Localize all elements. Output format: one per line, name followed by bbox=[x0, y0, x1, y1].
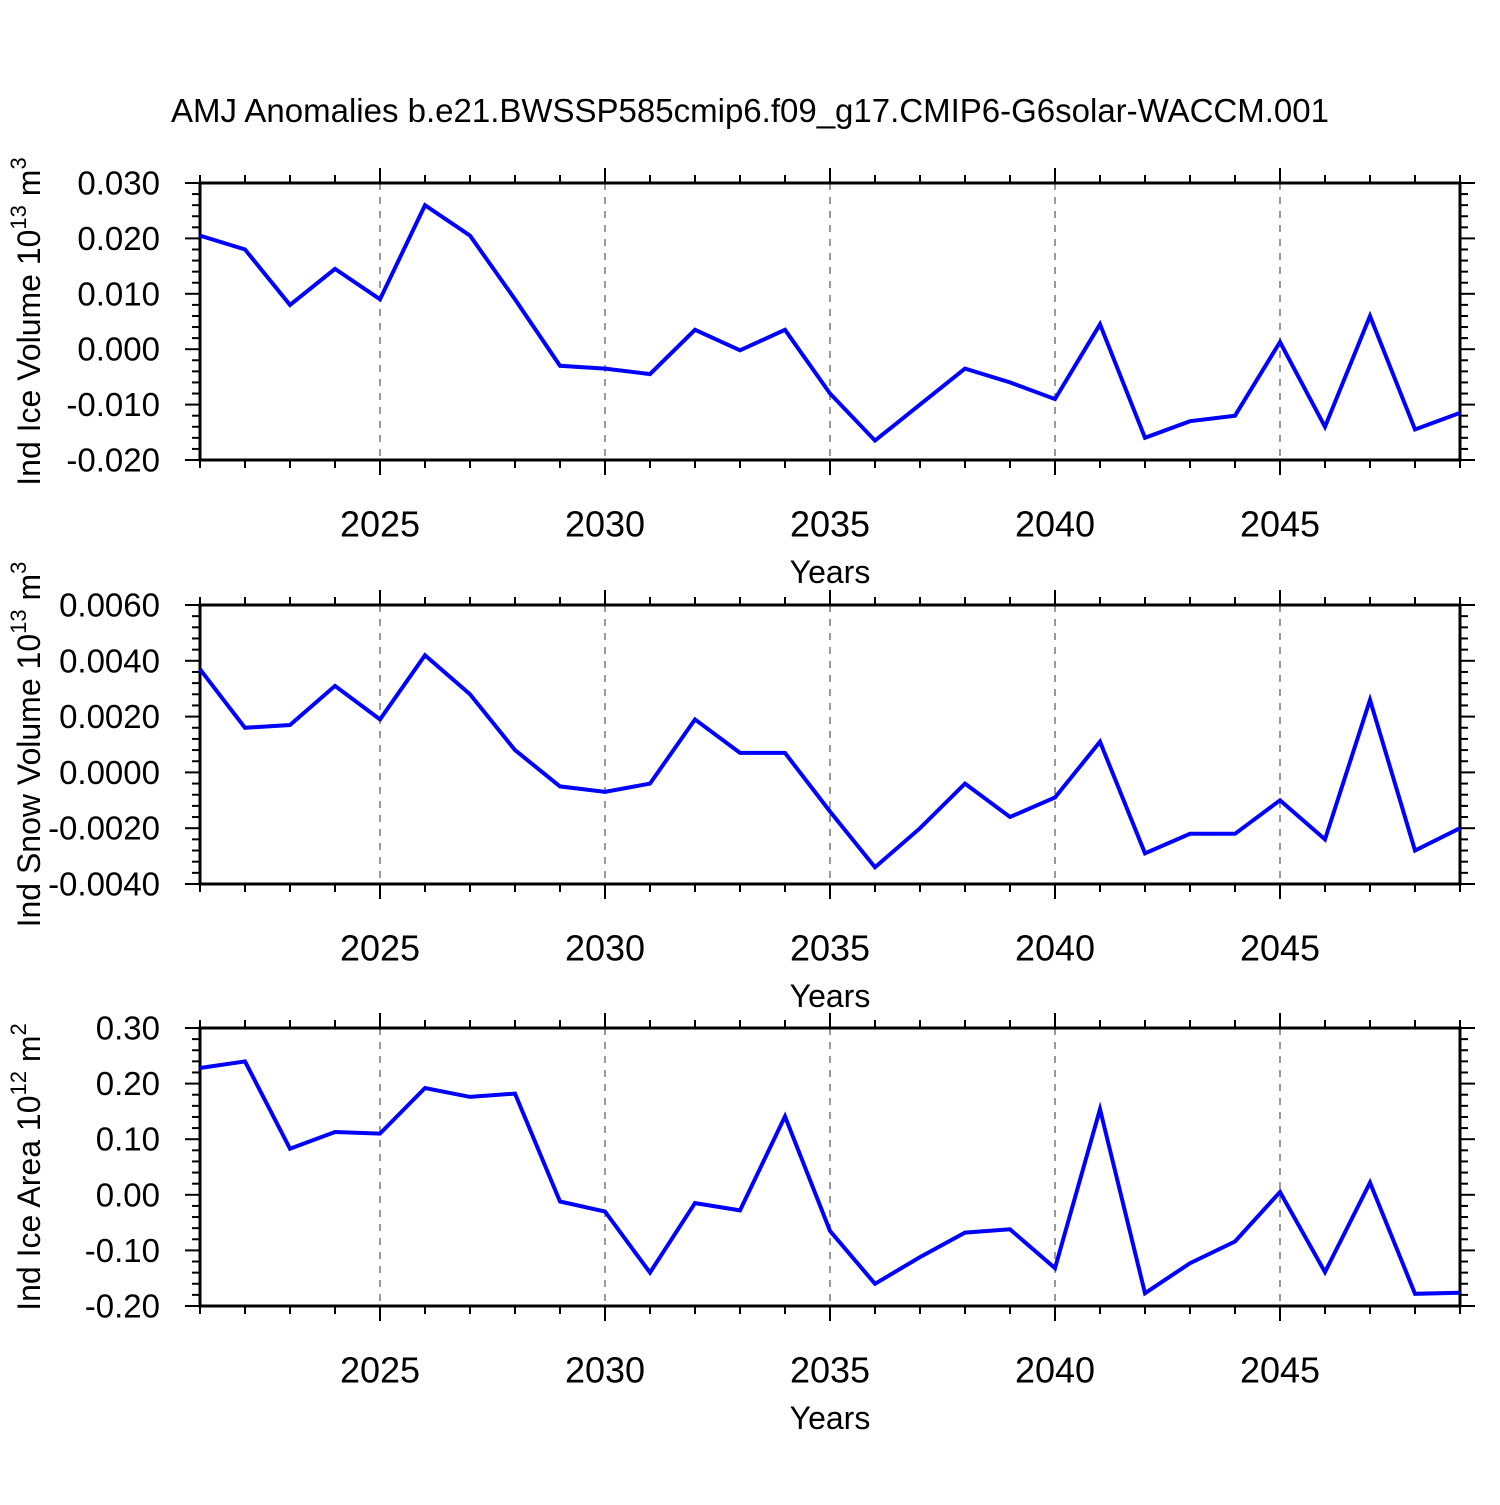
y-axis-title: Ind Ice Area 1012 m2 bbox=[6, 1023, 47, 1311]
y-tick-label: 0.010 bbox=[77, 275, 160, 312]
y-tick-label: 0.0000 bbox=[59, 754, 160, 791]
x-tick-label: 2035 bbox=[790, 928, 870, 969]
x-tick-label: 2035 bbox=[790, 1350, 870, 1391]
y-tick-label: 0.30 bbox=[96, 1010, 160, 1047]
y-tick-label: -0.0040 bbox=[48, 866, 160, 903]
data-line-ice-volume bbox=[199, 202, 1461, 444]
x-tick-label: 2030 bbox=[565, 1350, 645, 1391]
panel-frame bbox=[198, 1026, 1462, 1308]
x-tick-label: 2025 bbox=[340, 504, 420, 545]
x-tick-label: 2045 bbox=[1240, 504, 1320, 545]
panel-frame bbox=[198, 181, 1462, 462]
y-tick-label: -0.020 bbox=[66, 442, 160, 479]
x-tick-label: 2030 bbox=[565, 928, 645, 969]
x-axis-title: Years bbox=[790, 554, 871, 590]
y-tick-label: 0.00 bbox=[96, 1176, 160, 1213]
panel-frame bbox=[198, 603, 1462, 886]
x-tick-label: 2030 bbox=[565, 504, 645, 545]
y-tick-label: 0.0020 bbox=[59, 698, 160, 735]
x-axis-title: Years bbox=[790, 978, 871, 1014]
x-tick-label: 2045 bbox=[1240, 1350, 1320, 1391]
y-tick-label: 0.020 bbox=[77, 220, 160, 257]
y-tick-label: -0.20 bbox=[85, 1288, 160, 1325]
y-tick-label: 0.20 bbox=[96, 1065, 160, 1102]
x-tick-label: 2040 bbox=[1015, 928, 1095, 969]
y-axis-title: Ind Snow Volume 1013 m3 bbox=[6, 562, 47, 928]
panels: 0.030 0.020 0.010 0.000 -0.010 -0.020 2025 2030… bbox=[6, 157, 1475, 1436]
y-tick-label: 0.10 bbox=[96, 1121, 160, 1158]
y-tick-label: 0.0060 bbox=[59, 587, 160, 624]
panel-ice-area: 0.30 0.20 0.10 0.00 -0.10 -0.20 2025 2030 2035 20… bbox=[6, 1010, 1475, 1436]
x-tick-label: 2025 bbox=[340, 928, 420, 969]
panel-snow-volume: 0.0060 0.0040 0.0020 0.0000 -0.0020 -0.0040 20… bbox=[6, 562, 1475, 1014]
data-line-snow-volume bbox=[198, 652, 1461, 871]
x-tick-label: 2025 bbox=[340, 1350, 420, 1391]
y-tick-label: -0.0020 bbox=[48, 810, 160, 847]
x-tick-label: 2045 bbox=[1240, 928, 1320, 969]
x-tick-label: 2040 bbox=[1015, 1350, 1095, 1391]
chart-title: AMJ Anomalies b.e21.BWSSP585cmip6.f09_g1… bbox=[171, 92, 1329, 129]
x-tick-label: 2035 bbox=[790, 504, 870, 545]
y-tick-label: 0.000 bbox=[77, 331, 160, 368]
y-tick-label: -0.10 bbox=[85, 1232, 160, 1269]
y-tick-label: -0.010 bbox=[66, 386, 160, 423]
data-line-ice-area bbox=[199, 1059, 1461, 1297]
x-tick-label: 2040 bbox=[1015, 504, 1095, 545]
y-tick-label: 0.030 bbox=[77, 165, 160, 202]
y-axis-title: Ind Ice Volume 1013 m3 bbox=[6, 157, 47, 485]
panel-ice-volume: 0.030 0.020 0.010 0.000 -0.010 -0.020 2025 2030… bbox=[6, 157, 1475, 590]
x-axis-title: Years bbox=[790, 1400, 871, 1436]
y-tick-label: 0.0040 bbox=[59, 642, 160, 679]
